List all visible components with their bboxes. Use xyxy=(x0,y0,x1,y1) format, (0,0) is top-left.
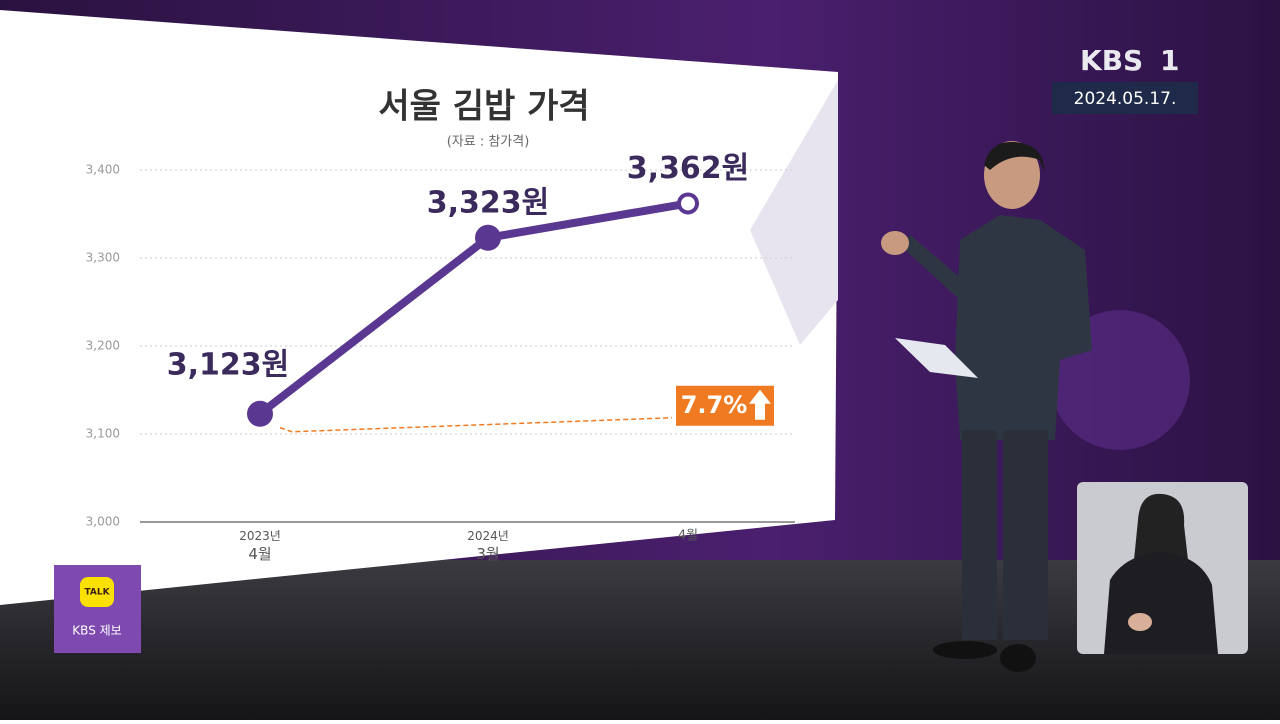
talk-text: TALK xyxy=(84,588,110,598)
y-tick-label: 3,400 xyxy=(86,163,120,177)
x-tick-label: 4월 xyxy=(678,529,698,544)
panel-decor xyxy=(750,80,838,345)
y-tick-label: 3,200 xyxy=(86,339,120,353)
channel-number: 1 xyxy=(1160,44,1179,77)
plot: 3,000 3,100 3,200 3,300 3,400 2023년 4월 2024년 3월 4… xyxy=(86,151,795,563)
chart-panel xyxy=(0,10,838,605)
presenter xyxy=(881,141,1092,672)
data-point xyxy=(475,224,501,251)
y-tick-label: 3,300 xyxy=(86,251,120,265)
chart-title: 서울 김밥 가격 xyxy=(378,87,589,127)
x-tick-label: 2024년 3월 xyxy=(467,529,509,563)
floor xyxy=(0,560,1280,720)
y-tick-label: 3,100 xyxy=(86,427,120,441)
broadcaster-logo: KBS xyxy=(1080,44,1143,77)
talk-icon xyxy=(80,577,114,607)
x-tick-label: 2023년 4월 xyxy=(239,529,281,563)
up-arrow xyxy=(749,389,771,420)
date-box xyxy=(1052,82,1198,114)
data-label: 3,362원 xyxy=(627,151,750,186)
data-point xyxy=(677,192,699,215)
data-label: 3,123원 xyxy=(167,347,290,382)
sign-language-inset xyxy=(1077,482,1248,654)
date: 2024.05.17. xyxy=(1074,89,1177,109)
chart-subtitle: (자료 : 참가격) xyxy=(447,135,530,150)
change-line xyxy=(279,417,673,433)
data-label: 3,323원 xyxy=(427,185,550,220)
data-point xyxy=(247,400,273,427)
y-tick-label: 3,000 xyxy=(86,515,120,529)
annotation: 7.7% xyxy=(681,391,748,419)
report-label: KBS 제보 xyxy=(72,624,121,638)
